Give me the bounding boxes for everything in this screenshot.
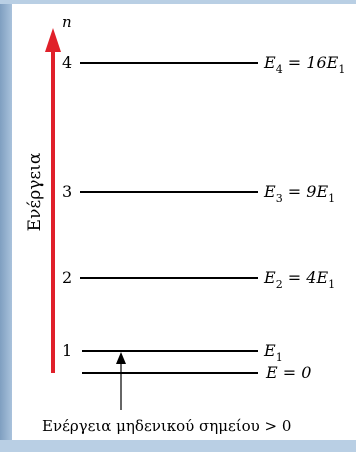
level-number-2: 2 — [62, 268, 72, 287]
energy-label-2: E2 = 4E1 — [263, 268, 335, 291]
energy-label-4: E4 = 16E1 — [263, 53, 345, 76]
energy-label-1: E1 — [263, 341, 283, 364]
bottom-border — [0, 440, 356, 452]
energy-arrowhead — [45, 28, 61, 52]
level-number-1: 1 — [62, 341, 72, 360]
ground-energy-label: E = 0 — [265, 363, 311, 382]
level-number-4: 4 — [62, 53, 72, 72]
top-border — [0, 0, 356, 4]
level-number-3: 3 — [62, 182, 72, 201]
energy-label-3: E3 = 9E1 — [263, 182, 335, 205]
axis-symbol: n — [62, 13, 72, 31]
left-border — [0, 0, 12, 452]
zero-point-energy-note: Ενέργεια μηδενικού σημείου > 0 — [42, 417, 291, 435]
energy-axis-label: Ενέργεια — [25, 152, 45, 231]
zero-point-pointer-head — [116, 352, 126, 364]
